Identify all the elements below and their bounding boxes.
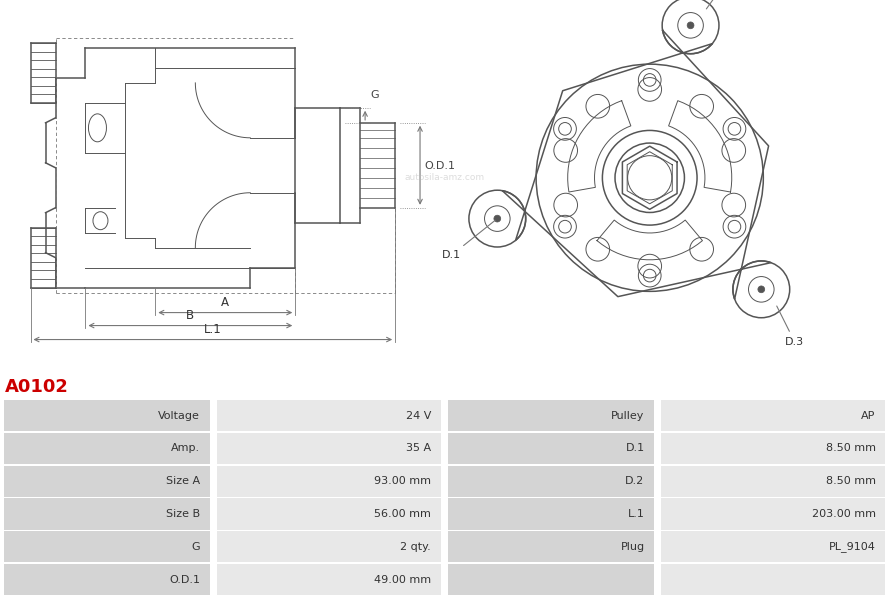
Bar — [217, 465, 441, 497]
Text: 56.00 mm: 56.00 mm — [374, 509, 431, 519]
Text: 35 A: 35 A — [406, 443, 431, 454]
Bar — [448, 465, 654, 497]
Text: 2 qty.: 2 qty. — [400, 542, 431, 552]
Bar — [448, 433, 654, 464]
Text: AP: AP — [861, 411, 876, 421]
Text: Pulley: Pulley — [611, 411, 645, 421]
Text: G: G — [191, 542, 200, 552]
Text: D.2: D.2 — [707, 0, 757, 9]
Text: 93.00 mm: 93.00 mm — [374, 476, 431, 486]
Bar — [448, 498, 654, 530]
Circle shape — [687, 22, 694, 29]
Text: 8.50 mm: 8.50 mm — [826, 476, 876, 486]
Text: D.3: D.3 — [777, 306, 804, 346]
Text: D.2: D.2 — [625, 476, 645, 486]
Text: Plug: Plug — [621, 542, 645, 552]
Bar — [217, 564, 441, 595]
Bar — [661, 564, 885, 595]
Text: Size A: Size A — [166, 476, 200, 486]
Bar — [661, 531, 885, 563]
Text: A: A — [221, 296, 229, 309]
Bar — [661, 433, 885, 464]
Bar — [448, 531, 654, 563]
Circle shape — [494, 215, 501, 222]
Text: Amp.: Amp. — [171, 443, 200, 454]
Text: L.1: L.1 — [204, 322, 221, 336]
Text: B: B — [187, 309, 195, 322]
Bar — [4, 465, 210, 497]
Bar — [661, 400, 885, 432]
Bar — [4, 498, 210, 530]
Text: O.D.1: O.D.1 — [424, 161, 455, 171]
Bar — [217, 433, 441, 464]
Bar — [4, 564, 210, 595]
Text: 24 V: 24 V — [405, 411, 431, 421]
Text: D.1: D.1 — [442, 221, 495, 260]
Bar — [217, 498, 441, 530]
Text: A0102: A0102 — [5, 378, 69, 396]
Text: 8.50 mm: 8.50 mm — [826, 443, 876, 454]
Bar — [4, 531, 210, 563]
Text: 203.00 mm: 203.00 mm — [812, 509, 876, 519]
Text: Size B: Size B — [166, 509, 200, 519]
Bar — [448, 564, 654, 595]
Text: PL_9104: PL_9104 — [829, 541, 876, 552]
Text: D.1: D.1 — [625, 443, 645, 454]
Bar — [217, 531, 441, 563]
Bar — [661, 465, 885, 497]
Bar — [4, 433, 210, 464]
Bar — [217, 400, 441, 432]
Bar — [448, 400, 654, 432]
Bar — [4, 400, 210, 432]
Circle shape — [758, 286, 765, 293]
Text: Voltage: Voltage — [158, 411, 200, 421]
Text: O.D.1: O.D.1 — [169, 575, 200, 585]
Text: autosila-amz.com: autosila-amz.com — [404, 173, 485, 182]
Bar — [661, 498, 885, 530]
Text: L.1: L.1 — [628, 509, 645, 519]
Text: 49.00 mm: 49.00 mm — [374, 575, 431, 585]
Text: G: G — [370, 90, 379, 100]
